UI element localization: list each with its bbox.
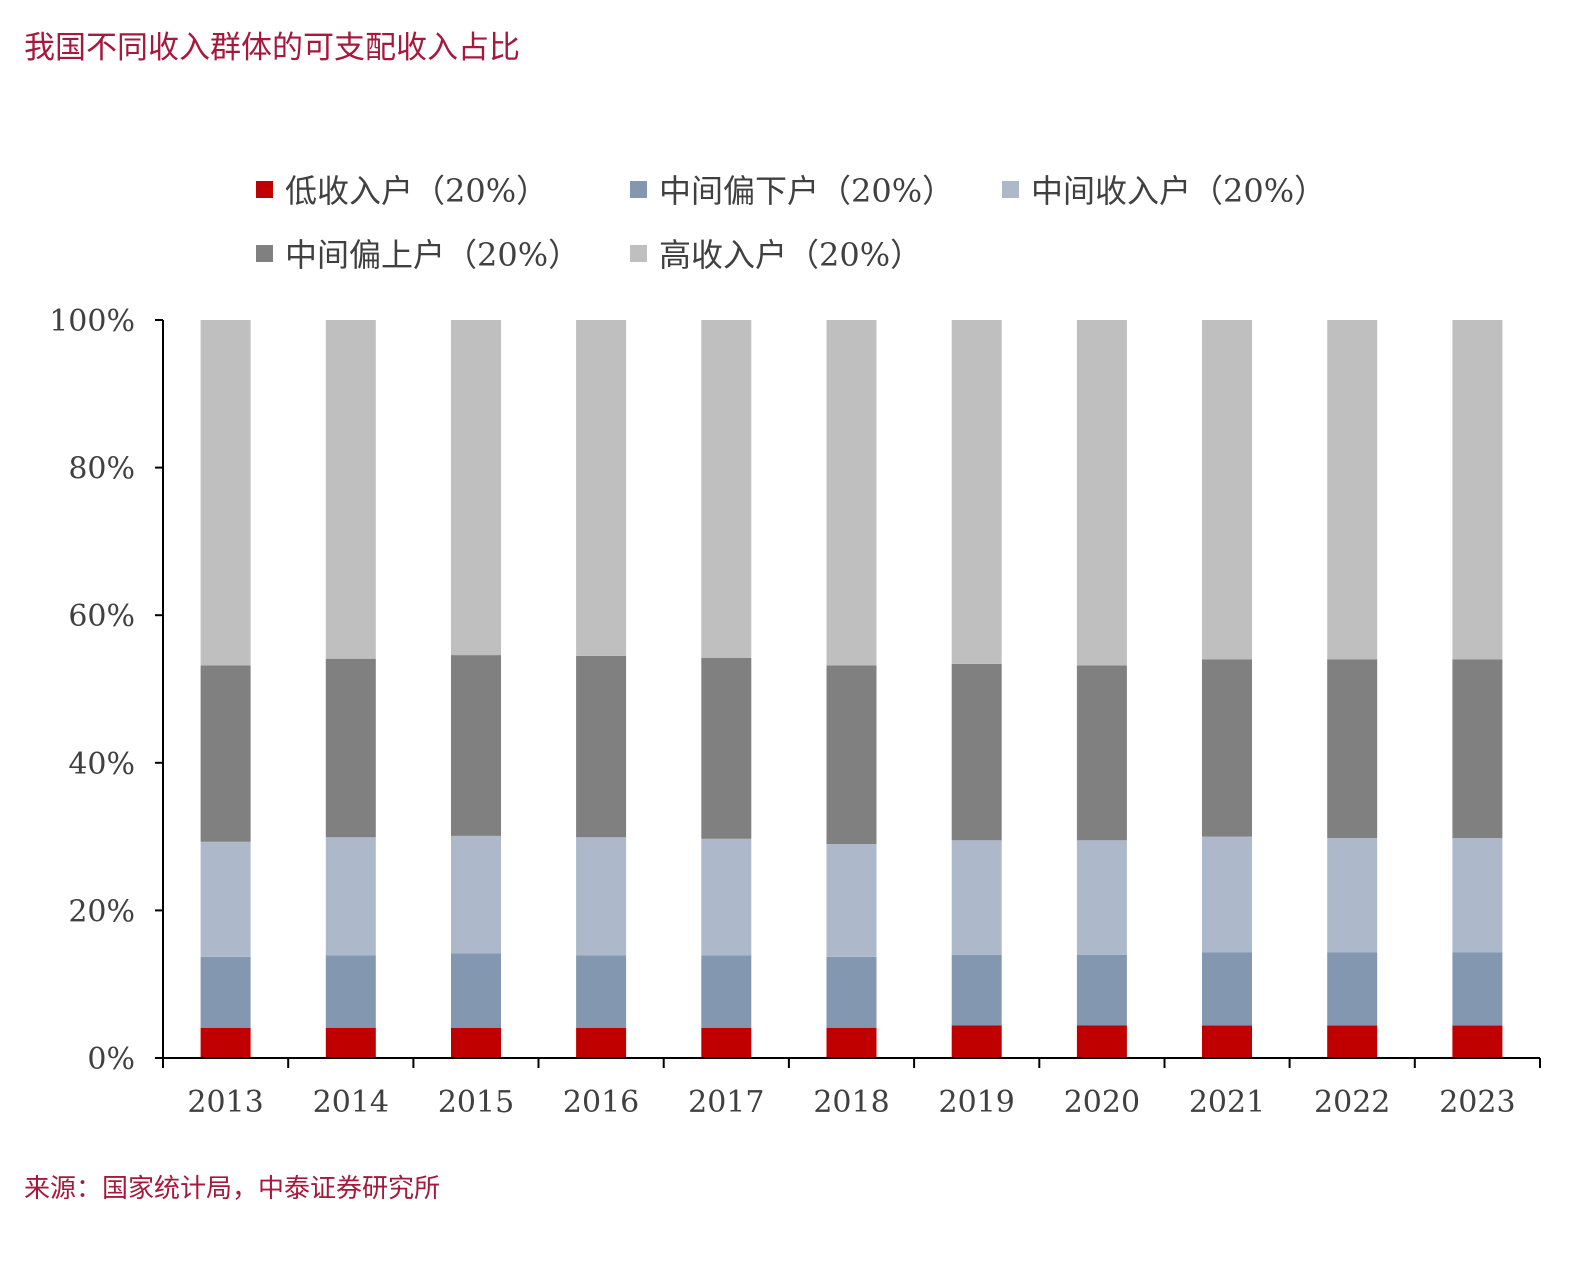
y-tick-label: 60% <box>68 599 135 634</box>
legend-item-low: 低收入户（20%） <box>256 166 548 212</box>
bar-high-2020 <box>1076 320 1127 666</box>
bar-middle-2018 <box>826 844 877 957</box>
bar-low-2017 <box>701 1027 752 1058</box>
bar-low-2016 <box>576 1027 627 1058</box>
bar-upper-middle-2022 <box>1327 659 1378 839</box>
bar-lower-middle-2013 <box>200 956 251 1028</box>
bar-low-2020 <box>1076 1025 1127 1058</box>
legend-label-low: 低收入户（20%） <box>285 172 549 210</box>
bar-middle-2015 <box>451 835 501 954</box>
bar-high-2022 <box>1327 320 1378 660</box>
legend-item-high: 高收入户（20%） <box>630 230 922 276</box>
bar-middle-2021 <box>1202 836 1252 953</box>
bar-middle-2019 <box>951 840 1002 955</box>
x-tick-label: 2014 <box>313 1085 389 1120</box>
bar-lower-middle-2022 <box>1327 952 1378 1026</box>
bar-lower-middle-2020 <box>1076 954 1127 1026</box>
bar-low-2022 <box>1327 1025 1378 1058</box>
bar-low-2014 <box>325 1027 376 1058</box>
bar-low-2023 <box>1452 1025 1503 1058</box>
x-tick-label: 2016 <box>563 1085 639 1120</box>
bar-upper-middle-2016 <box>576 655 627 838</box>
x-tick-label: 2019 <box>939 1085 1015 1120</box>
y-tick-label: 100% <box>49 304 135 339</box>
axes-group: 2013 2014 2015 2016 2017 2018 2019 2020 2021 2022… <box>49 304 1541 1120</box>
bars-group <box>200 320 1503 1058</box>
bar-middle-2017 <box>701 838 752 956</box>
chart-source: 来源：国家统计局，中泰证券研究所 <box>24 1174 441 1204</box>
bar-middle-2016 <box>576 837 627 956</box>
y-tick-label: 20% <box>68 894 135 929</box>
bar-lower-middle-2019 <box>951 954 1002 1026</box>
legend-swatch-middle <box>1002 180 1019 198</box>
legend-label-middle: 中间收入户（20%） <box>1031 172 1327 210</box>
bar-high-2018 <box>826 320 877 666</box>
legend-swatch-lower-middle <box>630 180 647 198</box>
bar-upper-middle-2023 <box>1452 659 1503 839</box>
bar-high-2021 <box>1202 320 1252 660</box>
bar-middle-2020 <box>1076 840 1127 955</box>
bar-upper-middle-2020 <box>1076 665 1127 841</box>
bar-upper-middle-2014 <box>325 658 376 838</box>
bar-lower-middle-2014 <box>325 955 376 1028</box>
bar-high-2016 <box>576 320 627 656</box>
bar-lower-middle-2017 <box>701 955 752 1028</box>
y-tick-label: 80% <box>68 452 135 487</box>
legend-item-upper-middle: 中间偏上户（20%） <box>256 230 580 276</box>
bar-middle-2023 <box>1452 838 1503 953</box>
bar-upper-middle-2013 <box>200 665 251 842</box>
legend-swatch-upper-middle <box>256 244 273 262</box>
bar-high-2015 <box>451 320 501 656</box>
x-tick-label: 2017 <box>688 1085 764 1120</box>
bar-high-2014 <box>325 320 376 659</box>
bar-high-2017 <box>701 320 752 658</box>
bar-low-2018 <box>826 1027 877 1058</box>
legend-item-lower-middle: 中间偏下户（20%） <box>630 166 954 212</box>
bar-upper-middle-2015 <box>451 655 501 836</box>
bar-upper-middle-2021 <box>1202 659 1252 837</box>
bar-lower-middle-2016 <box>576 955 627 1028</box>
legend-item-middle: 中间收入户（20%） <box>1002 166 1326 212</box>
legend-swatch-low <box>256 180 273 198</box>
bar-upper-middle-2017 <box>701 658 752 839</box>
bar-middle-2013 <box>200 841 251 957</box>
bar-upper-middle-2019 <box>951 663 1002 841</box>
bar-lower-middle-2021 <box>1202 952 1252 1026</box>
bar-lower-middle-2015 <box>451 953 501 1028</box>
x-tick-label: 2020 <box>1064 1085 1140 1120</box>
bar-low-2021 <box>1202 1025 1252 1058</box>
y-tick-label: 40% <box>68 747 135 782</box>
legend-label-upper-middle: 中间偏上户（20%） <box>285 236 581 274</box>
bar-lower-middle-2023 <box>1452 952 1503 1026</box>
bar-low-2013 <box>200 1027 251 1058</box>
legend-label-lower-middle: 中间偏下户（20%） <box>659 172 955 210</box>
legend-swatch-high <box>630 244 647 262</box>
x-tick-label: 2018 <box>813 1085 889 1120</box>
x-tick-label: 2013 <box>187 1085 263 1120</box>
bar-middle-2022 <box>1327 838 1378 953</box>
bar-upper-middle-2018 <box>826 665 877 844</box>
chart-title: 我国不同收入群体的可支配收入占比 <box>24 30 520 66</box>
x-tick-label: 2022 <box>1314 1085 1390 1120</box>
bar-high-2023 <box>1452 320 1503 660</box>
legend-label-high: 高收入户（20%） <box>659 236 923 274</box>
x-tick-label: 2015 <box>438 1085 514 1120</box>
y-tick-label: 0% <box>87 1042 135 1077</box>
bar-middle-2014 <box>325 837 376 956</box>
bar-lower-middle-2018 <box>826 956 877 1028</box>
bar-low-2015 <box>451 1027 501 1058</box>
bar-high-2019 <box>951 320 1002 664</box>
bar-high-2013 <box>200 320 251 666</box>
x-tick-label: 2023 <box>1439 1085 1515 1120</box>
bar-low-2019 <box>951 1025 1002 1058</box>
x-tick-label: 2021 <box>1189 1085 1265 1120</box>
